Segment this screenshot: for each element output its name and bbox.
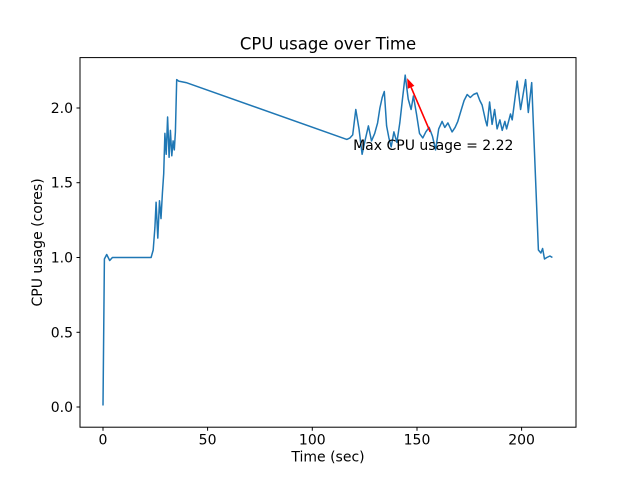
y-tick-label: 0.0	[51, 400, 73, 416]
x-axis-ticks: 0 50 100 150 200	[99, 427, 535, 449]
y-tick-label: 0.5	[51, 325, 73, 341]
x-tick-label: 150	[404, 433, 431, 449]
axes-border	[79, 57, 577, 428]
x-tick-label: 200	[508, 433, 535, 449]
y-tick-label: 2.0	[51, 101, 73, 117]
x-tick-label: 100	[299, 433, 326, 449]
chart-title: CPU usage over Time	[240, 35, 416, 54]
annotation-arrowhead	[407, 78, 415, 89]
x-axis-label: Time (sec)	[290, 450, 364, 466]
y-tick-label: 1.0	[51, 251, 73, 267]
y-axis-ticks: 0.0 0.5 1.0 1.5 2.0	[51, 101, 80, 416]
x-tick-label: 0	[99, 433, 108, 449]
y-axis-label: CPU usage (cores)	[30, 178, 46, 306]
max-annotation: Max CPU usage = 2.22	[353, 78, 513, 154]
x-tick-label: 50	[199, 433, 217, 449]
y-tick-label: 1.5	[51, 176, 73, 192]
annotation-text: Max CPU usage = 2.22	[353, 138, 513, 154]
cpu-usage-line	[102, 74, 553, 406]
annotation-arrow	[410, 86, 431, 133]
